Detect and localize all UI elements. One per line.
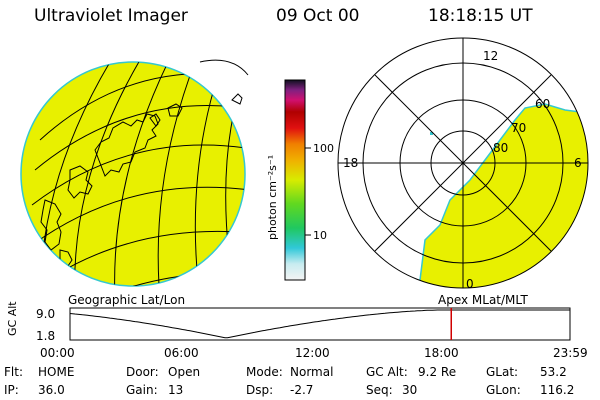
timeline-frame xyxy=(69,307,571,341)
flt-label: Flt: xyxy=(4,365,23,379)
mlt-label-18: 18 xyxy=(343,156,358,170)
timeline-left-caption: Geographic Lat/Lon xyxy=(68,293,185,307)
status-panel: Flt: HOME IP: 36.0 Door: Open Gain: 13 M… xyxy=(4,365,574,397)
colorbar-scale xyxy=(284,79,306,281)
time-tick-2359: 23:59 xyxy=(553,346,588,360)
time-tick-1800: 18:00 xyxy=(424,346,459,360)
mlt-label-6: 6 xyxy=(574,156,582,170)
polar-plot: 12 18 6 0 60 70 80 xyxy=(337,37,589,291)
glat-value: 53.2 xyxy=(540,365,567,379)
seq-label: Seq: xyxy=(366,383,393,397)
ip-value: 36.0 xyxy=(38,383,65,397)
longitude-line xyxy=(157,62,196,286)
colorbar-unit-label: photon cm⁻²s⁻¹ xyxy=(266,155,279,240)
earth-disk xyxy=(20,61,246,287)
gcalt-value: 9.2 Re xyxy=(418,365,456,379)
observation-time: 18:18:15 UT xyxy=(428,6,533,26)
latitude-line xyxy=(31,186,245,246)
timeline: Geographic Lat/Lon Apex MLat/MLT GC Alt … xyxy=(6,293,588,360)
gc-alt-axis-label: GC Alt xyxy=(6,301,19,336)
offlimb-coast xyxy=(199,59,249,105)
mode-value: Normal xyxy=(290,365,333,379)
ip-label: IP: xyxy=(4,383,19,397)
colorbar: 100 10 photon cm⁻²s⁻¹ xyxy=(266,79,334,281)
mlt-line-diag xyxy=(374,74,552,252)
longitude-line xyxy=(114,62,171,286)
glon-value: 116.2 xyxy=(540,383,574,397)
time-tick-0600: 06:00 xyxy=(164,346,199,360)
dsp-value: -2.7 xyxy=(290,383,313,397)
alt-max-label: 9.0 xyxy=(36,307,55,321)
mlat-label-80: 80 xyxy=(493,141,508,155)
colorbar-tick-100: 100 xyxy=(313,142,334,155)
latitude-line xyxy=(31,144,245,206)
observation-date: 09 Oct 00 xyxy=(276,6,360,26)
door-value: Open xyxy=(168,365,200,379)
dsp-label: Dsp: xyxy=(246,383,273,397)
door-label: Door: xyxy=(126,365,159,379)
time-tick-0000: 00:00 xyxy=(40,346,75,360)
latitude-line xyxy=(59,271,245,286)
seq-value: 30 xyxy=(402,383,417,397)
latitude-line xyxy=(34,105,245,171)
gain-label: Gain: xyxy=(126,383,158,397)
gain-value: 13 xyxy=(168,383,183,397)
mlt-label-0: 0 xyxy=(466,277,474,291)
mlt-label-12: 12 xyxy=(483,49,498,63)
coastlines xyxy=(40,103,183,267)
time-tick-1200: 12:00 xyxy=(295,346,330,360)
earth-image xyxy=(20,59,249,287)
glat-label: GLat: xyxy=(486,365,518,379)
timeline-right-caption: Apex MLat/MLT xyxy=(438,293,528,307)
flt-value: HOME xyxy=(38,365,74,379)
latitude-line xyxy=(39,72,245,141)
mode-label: Mode: xyxy=(246,365,283,379)
glon-label: GLon: xyxy=(486,383,521,397)
altitude-curve xyxy=(69,309,570,339)
mlat-label-70: 70 xyxy=(511,121,526,135)
mlat-label-60: 60 xyxy=(535,97,550,111)
gcalt-label: GC Alt: xyxy=(366,365,408,379)
page-title: Ultraviolet Imager xyxy=(34,6,188,26)
colorbar-tick-10: 10 xyxy=(313,229,327,242)
alt-min-label: 1.8 xyxy=(36,329,55,343)
aurora-speck xyxy=(430,132,433,135)
